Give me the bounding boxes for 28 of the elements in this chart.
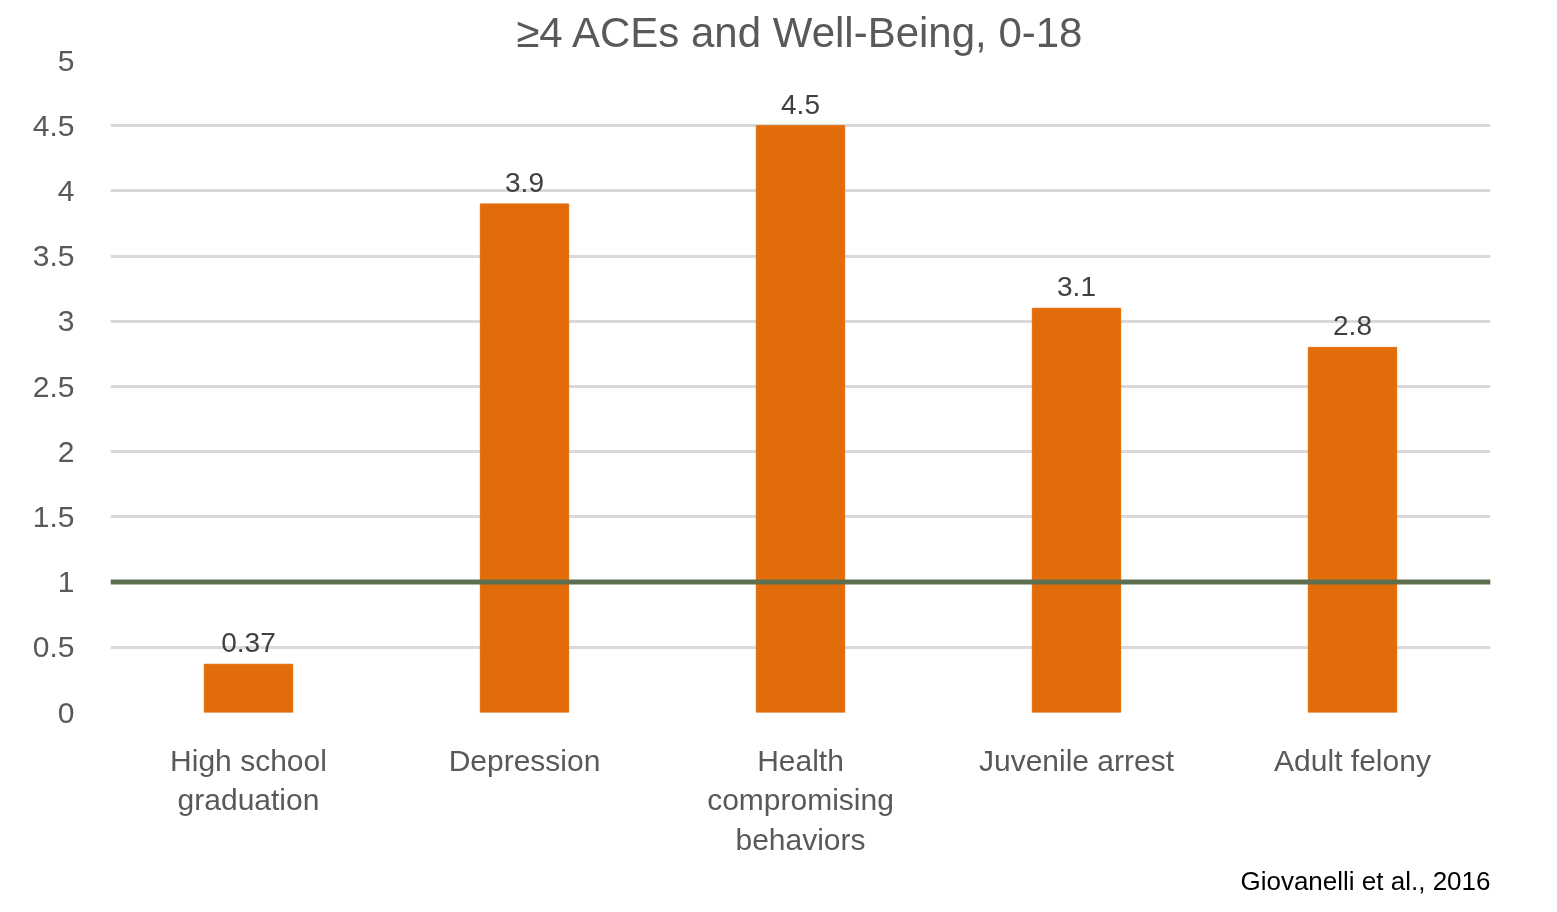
- data-label: 3.1: [1057, 271, 1096, 303]
- x-tick-label: Adult felony: [1274, 743, 1431, 777]
- bar: [479, 203, 570, 713]
- y-tick-label: 4.5: [32, 108, 75, 142]
- bar: [1307, 346, 1398, 713]
- bar: [1031, 307, 1122, 713]
- y-tick-label: 0: [57, 695, 75, 729]
- y-tick-label: 2.5: [32, 369, 75, 403]
- text: Giovanelli et al., 2016: [1240, 865, 1491, 896]
- x-tick-label: High school graduation: [170, 743, 327, 817]
- y-tick-label: 1: [57, 565, 75, 599]
- y-tick-label: 0.5: [32, 630, 75, 664]
- bar: [755, 125, 846, 713]
- x-tick-label: Depression: [448, 743, 601, 777]
- data-label: 2.8: [1333, 310, 1372, 342]
- data-label: 3.9: [505, 166, 544, 198]
- chart-title: ≥4 ACEs and Well-Being, 0-18: [516, 8, 1083, 56]
- x-tick-label: Health compromising behaviors: [707, 743, 894, 856]
- y-tick-label: 2: [57, 434, 75, 468]
- x-tick-label: Juvenile arrest: [978, 743, 1175, 777]
- y-tick-label: 5: [57, 43, 75, 77]
- y-tick-label: 4: [57, 173, 75, 207]
- data-label: 4.5: [781, 88, 820, 120]
- bar: [203, 663, 294, 713]
- y-tick-label: 1.5: [32, 499, 75, 533]
- data-label: 0.37: [221, 627, 276, 659]
- y-tick-label: 3.5: [32, 239, 75, 273]
- y-tick-label: 3: [57, 304, 75, 338]
